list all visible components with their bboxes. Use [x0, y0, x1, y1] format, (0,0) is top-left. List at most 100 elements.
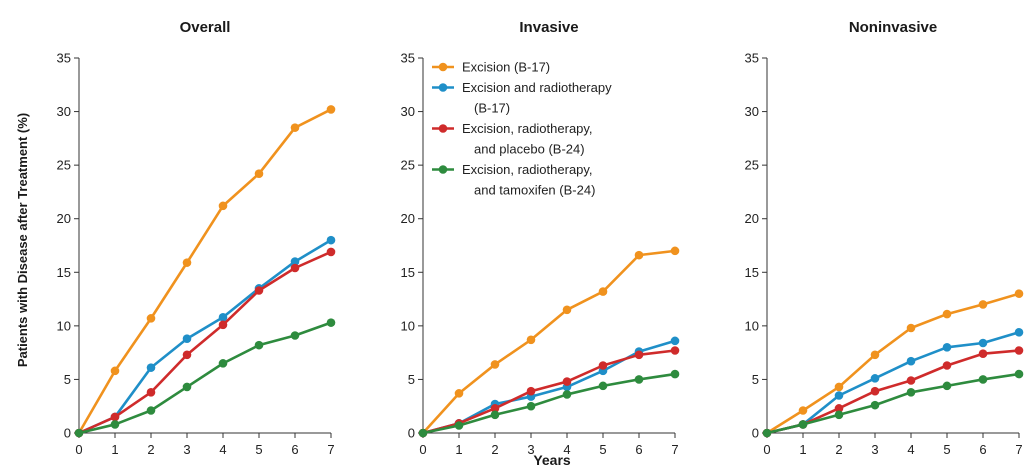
- data-point: [490, 404, 500, 413]
- data-point: [110, 420, 120, 429]
- y-tick-label: 20: [745, 211, 759, 226]
- data-point: [562, 305, 572, 315]
- legend-swatch-marker: [438, 165, 448, 174]
- data-point: [670, 346, 680, 355]
- data-point: [182, 258, 192, 267]
- x-tick-label: 3: [527, 442, 534, 457]
- x-tick-label: 6: [291, 442, 298, 457]
- data-point: [146, 387, 156, 397]
- data-point: [146, 406, 156, 415]
- legend-swatch-marker: [438, 83, 448, 92]
- x-tick-label: 4: [219, 442, 226, 457]
- x-tick-label: 4: [563, 442, 570, 457]
- series-1: [418, 246, 680, 438]
- panel-title: Overall: [180, 19, 231, 36]
- series-3: [418, 346, 680, 438]
- y-tick-label: 25: [57, 158, 71, 173]
- x-tick-label: 7: [671, 442, 678, 457]
- data-point: [798, 406, 808, 415]
- data-point: [942, 309, 952, 319]
- legend-label: (B-17): [474, 101, 510, 116]
- data-point: [490, 360, 500, 369]
- legend-item-3: Excision, radiotherapy, and placebo (B-24…: [432, 121, 593, 157]
- series-line: [77, 250, 333, 435]
- x-tick-label: 4: [907, 442, 914, 457]
- data-point: [146, 363, 156, 372]
- x-tick-label: 3: [871, 442, 878, 457]
- legend-label: Excision and radiotherapy: [462, 80, 612, 95]
- data-point: [562, 390, 572, 399]
- legend: Excision (B-17) Excision and radiotherapy…: [432, 60, 612, 198]
- data-point: [1014, 369, 1024, 379]
- data-point: [634, 250, 644, 260]
- legend-label: and placebo (B-24): [474, 142, 585, 157]
- data-point: [454, 421, 464, 430]
- y-tick-label: 35: [57, 51, 71, 66]
- y-tick-label: 10: [745, 318, 759, 333]
- data-point: [526, 401, 536, 411]
- data-point: [218, 201, 228, 211]
- x-tick-label: 7: [1015, 442, 1022, 457]
- series-1: [762, 289, 1024, 438]
- y-tick-label: 25: [401, 158, 415, 173]
- data-point: [562, 377, 572, 386]
- data-point: [218, 320, 228, 330]
- y-tick-label: 15: [745, 265, 759, 280]
- legend-item-4: Excision, radiotherapy, and tamoxifen (B-…: [432, 162, 595, 198]
- data-point: [326, 235, 336, 245]
- data-point: [1014, 346, 1024, 355]
- data-point: [670, 246, 680, 256]
- data-point: [254, 286, 264, 295]
- data-point: [906, 323, 916, 333]
- data-point: [978, 338, 988, 348]
- legend-item-1: Excision (B-17): [432, 60, 550, 75]
- data-point: [906, 376, 916, 385]
- data-point: [978, 300, 988, 309]
- x-tick-label: 5: [255, 442, 262, 457]
- data-point: [942, 361, 952, 370]
- y-tick-label: 10: [401, 318, 415, 333]
- data-point: [290, 123, 300, 132]
- series-line: [421, 372, 677, 435]
- legend-label: Excision, radiotherapy,: [462, 121, 593, 136]
- data-point: [598, 361, 608, 370]
- data-point: [326, 318, 336, 327]
- x-axis-label: Years: [533, 452, 571, 468]
- y-tick-label: 0: [752, 426, 759, 441]
- data-point: [290, 263, 300, 273]
- data-point: [182, 350, 192, 360]
- data-point: [906, 356, 916, 366]
- data-point: [326, 105, 336, 114]
- x-tick-label: 6: [635, 442, 642, 457]
- panel-invasive: Invasive 0 5 10 15 20 25 30 35 0 1 2 3 4 5 6 7: [401, 19, 680, 457]
- data-point: [526, 335, 536, 345]
- y-tick-label: 20: [57, 211, 71, 226]
- x-tick-label: 6: [979, 442, 986, 457]
- y-tick-label: 0: [64, 426, 71, 441]
- series-line: [77, 108, 333, 435]
- data-point: [834, 391, 844, 400]
- y-tick-label: 25: [745, 158, 759, 173]
- series-line: [421, 249, 677, 435]
- y-tick-label: 5: [408, 372, 415, 387]
- x-tick-label: 0: [419, 442, 426, 457]
- series-line: [77, 238, 333, 435]
- y-tick-label: 15: [401, 265, 415, 280]
- data-point: [490, 410, 500, 420]
- series-4: [74, 318, 336, 438]
- legend-label: and tamoxifen (B-24): [474, 183, 595, 198]
- legend-label: Excision, radiotherapy,: [462, 162, 593, 177]
- x-tick-label: 2: [147, 442, 154, 457]
- data-point: [110, 366, 120, 376]
- x-tick-label: 3: [183, 442, 190, 457]
- data-point: [942, 381, 952, 391]
- y-tick-label: 35: [401, 51, 415, 66]
- data-point: [110, 412, 120, 422]
- x-tick-label: 7: [327, 442, 334, 457]
- data-point: [870, 386, 880, 396]
- panel-overall: Overall 0 5 10 15 20 25 30 35 0 1 2 3 4 5 6 7: [57, 19, 336, 457]
- y-tick-label: 30: [57, 104, 71, 119]
- data-point: [1014, 289, 1024, 299]
- data-point: [834, 382, 844, 392]
